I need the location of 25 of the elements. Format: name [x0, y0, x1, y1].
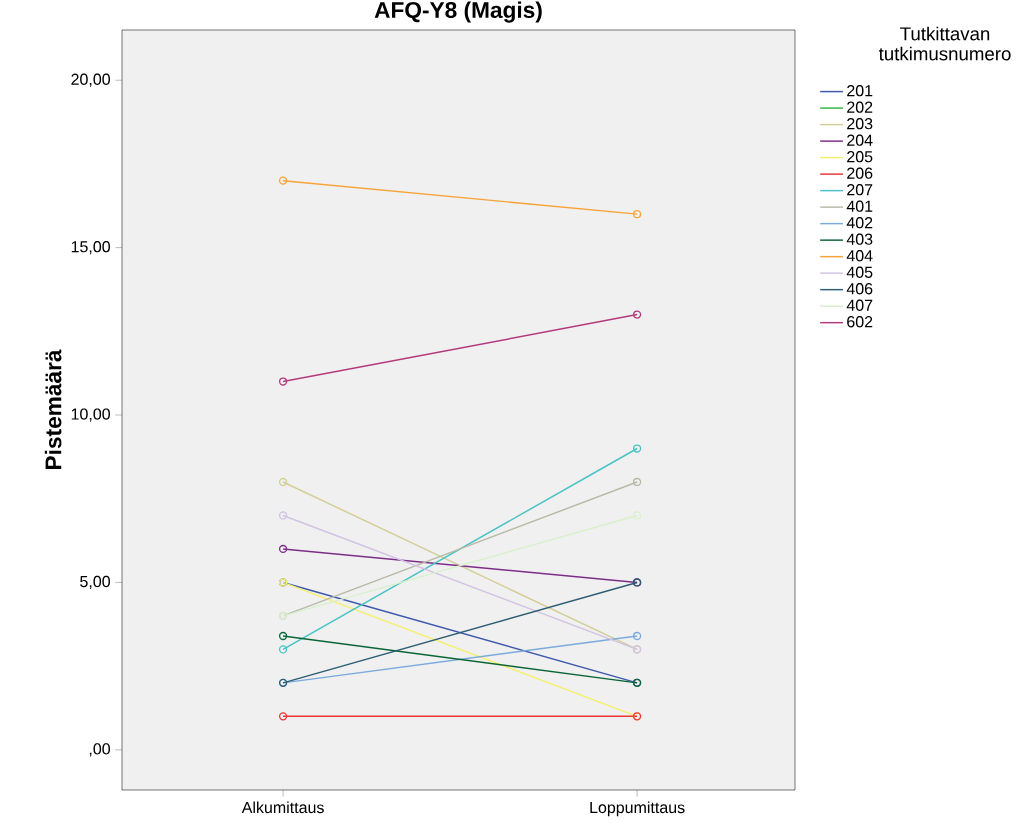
legend-label: 402: [846, 217, 873, 229]
legend-label: 403: [846, 233, 873, 245]
legend-label: 202: [847, 101, 873, 113]
legend-label: 205: [847, 151, 873, 163]
legend-label: 207: [847, 184, 873, 196]
legend-title: Tutkittavan tutkimusnumero: [878, 26, 1011, 61]
x-tick-label: Alkumittaus: [241, 801, 324, 814]
y-tick-label: 20,00: [71, 73, 110, 87]
y-axis-title: Pistemäärä: [44, 349, 62, 469]
legend-label: 407: [846, 299, 873, 311]
legend-label: 602: [847, 316, 873, 328]
legend-label: 204: [847, 134, 873, 146]
legend-label: 203: [847, 118, 873, 130]
y-tick-label: 10,00: [71, 408, 110, 422]
legend-label: 401: [846, 200, 873, 212]
y-tick-label: 15,00: [71, 241, 110, 255]
legend-label: 405: [846, 266, 873, 278]
x-tick-label: Loppumittaus: [590, 801, 685, 817]
legend-label: 406: [846, 283, 873, 295]
y-tick-label: 5,00: [80, 575, 110, 590]
y-tick-label: ,00: [89, 743, 111, 757]
legend-label: 404: [846, 250, 873, 262]
legend-label: 201: [847, 85, 873, 97]
chart-title: AFQ-Y8 (Magis): [374, 1, 542, 23]
legend-label: 206: [847, 167, 873, 179]
